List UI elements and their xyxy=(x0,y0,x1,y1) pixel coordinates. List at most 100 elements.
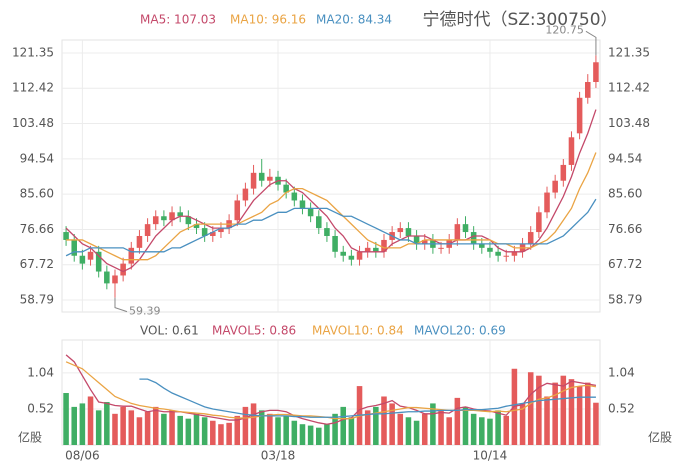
candle-body xyxy=(169,212,175,221)
volume-bar xyxy=(161,413,167,445)
volume-bar xyxy=(316,427,322,445)
candle-body xyxy=(356,251,363,260)
candle-body xyxy=(283,184,289,193)
y-tick-label: 112.42 xyxy=(12,81,54,95)
candle-body xyxy=(291,192,298,201)
volume-bar xyxy=(112,413,118,445)
volume-bar xyxy=(487,418,493,445)
candle-body xyxy=(511,251,518,256)
candle-body xyxy=(373,247,379,252)
volume-bar xyxy=(462,406,469,445)
volume-bar xyxy=(234,415,241,445)
volume-bar xyxy=(568,379,575,445)
volume-bar xyxy=(585,382,591,445)
volume-bar xyxy=(104,402,110,445)
candle-body xyxy=(585,82,591,98)
candle-body xyxy=(242,188,249,201)
candle-body xyxy=(381,239,387,252)
volume-bar xyxy=(413,420,420,445)
volume-bar xyxy=(560,375,567,445)
legend-entry: MA10: 96.16 xyxy=(230,13,306,27)
candle-body xyxy=(438,247,444,249)
y-tick-label: 67.72 xyxy=(20,257,54,271)
candle-body xyxy=(348,255,355,260)
candle-body xyxy=(454,224,461,240)
volume-tick-label: 0.52 xyxy=(27,401,54,415)
volume-bar xyxy=(430,403,436,445)
volume-bar xyxy=(446,417,452,445)
volume-bar xyxy=(389,403,395,445)
volume-bar xyxy=(397,413,404,445)
candle-body xyxy=(71,239,77,256)
volume-bar xyxy=(519,403,526,445)
candle-body xyxy=(144,224,151,236)
candle-body xyxy=(104,271,110,284)
volume-bar xyxy=(421,413,428,445)
volume-bar xyxy=(63,393,69,445)
volume-bar xyxy=(291,420,298,445)
annotation-leader xyxy=(585,30,597,56)
ma-line xyxy=(139,378,596,418)
ma-line xyxy=(66,152,597,261)
price-panel-border xyxy=(61,39,601,313)
legend-entry: MA20: 84.34 xyxy=(316,13,392,27)
volume-bar xyxy=(169,410,175,445)
candle-body xyxy=(112,275,118,284)
x-tick-label: 08/06 xyxy=(65,449,100,463)
volume-bar xyxy=(185,418,192,445)
ma-line xyxy=(65,354,597,425)
volume-bar xyxy=(332,413,338,445)
volume-bar xyxy=(267,413,273,445)
volume-bar xyxy=(120,406,126,445)
y-tick-label: 121.35 xyxy=(608,45,650,59)
candle-body xyxy=(421,239,428,244)
volume-bar xyxy=(364,410,371,445)
y-tick-label: 94.54 xyxy=(20,151,54,165)
candle-body xyxy=(87,251,94,260)
volume-bar xyxy=(250,403,257,445)
volume-bar xyxy=(226,422,232,445)
candle-body xyxy=(462,224,469,233)
volume-bar xyxy=(527,372,534,445)
candle-body xyxy=(201,228,208,236)
volume-bar xyxy=(210,420,216,445)
volume-bar xyxy=(324,424,330,445)
legend-entry: MA5: 107.03 xyxy=(140,13,216,27)
legend-entry: MAVOL20: 0.69 xyxy=(414,324,506,338)
volume-bar xyxy=(593,402,599,445)
volume-tick-label: 1.04 xyxy=(27,365,54,379)
candle-body xyxy=(128,247,135,264)
volume-bar xyxy=(536,375,542,445)
volume-bar xyxy=(552,382,558,445)
volume-bar xyxy=(348,417,355,445)
volume-bar xyxy=(503,415,510,445)
candle-body xyxy=(479,243,485,248)
volume-bar xyxy=(144,411,151,445)
candle-body xyxy=(413,235,420,244)
candle-body xyxy=(536,212,542,233)
candle-body xyxy=(340,251,346,256)
candle-body xyxy=(234,200,241,221)
candle-body xyxy=(258,172,265,181)
volume-bar xyxy=(340,406,346,445)
candle-body xyxy=(250,172,257,189)
volume-unit: 亿股 xyxy=(648,430,672,445)
candle-body xyxy=(527,232,534,244)
candle-body xyxy=(560,164,567,181)
y-tick-label: 67.72 xyxy=(608,257,642,271)
volume-tick-label: 0.52 xyxy=(608,401,635,415)
volume-bar xyxy=(128,410,135,445)
candle-body xyxy=(95,251,102,272)
y-tick-label: 58.79 xyxy=(608,292,642,306)
volume-bar xyxy=(218,424,224,445)
volume-bar xyxy=(136,417,143,445)
low-annotation: 59.39 xyxy=(129,305,161,318)
candle-body xyxy=(503,255,510,257)
candle-body xyxy=(576,97,583,134)
y-tick-label: 58.79 xyxy=(20,292,54,306)
candle-body xyxy=(332,235,338,252)
y-tick-label: 85.60 xyxy=(20,187,54,201)
volume-bar xyxy=(283,415,289,445)
